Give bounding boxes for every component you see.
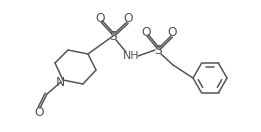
Text: O: O — [123, 11, 133, 25]
Text: NH: NH — [123, 51, 139, 61]
Text: O: O — [167, 25, 177, 39]
Text: S: S — [154, 44, 162, 56]
Text: O: O — [95, 11, 105, 25]
Text: O: O — [141, 25, 151, 39]
Text: O: O — [34, 107, 44, 119]
Text: N: N — [55, 76, 65, 88]
Text: S: S — [109, 29, 117, 43]
